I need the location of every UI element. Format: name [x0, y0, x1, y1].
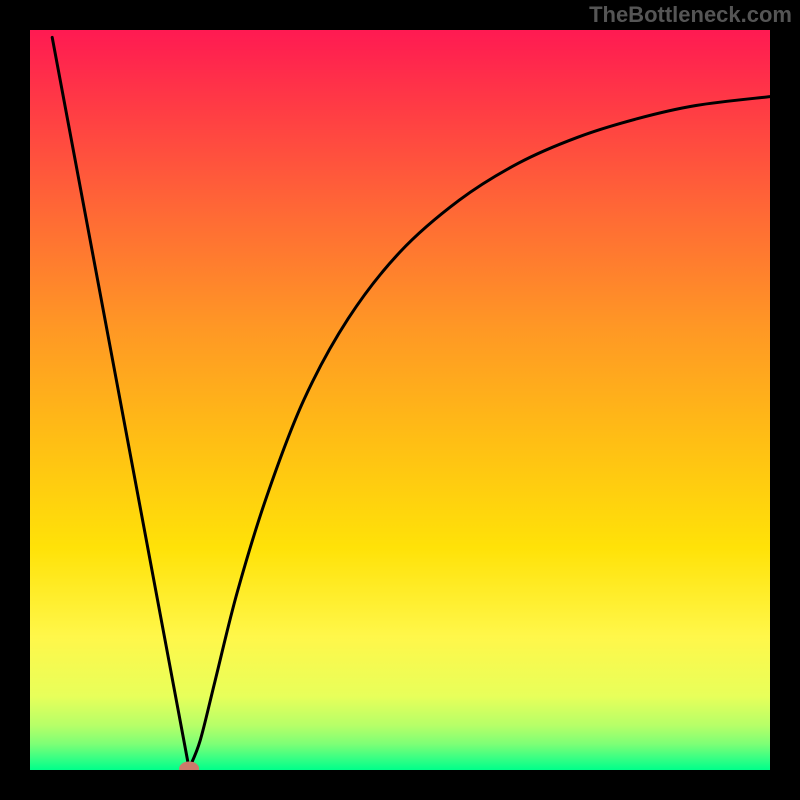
watermark-text: TheBottleneck.com: [589, 2, 792, 28]
plot-area: [30, 30, 770, 770]
curve-layer: [30, 30, 770, 770]
curve-path: [52, 37, 770, 768]
chart-root: TheBottleneck.com: [0, 0, 800, 800]
minimum-marker: [179, 762, 199, 770]
